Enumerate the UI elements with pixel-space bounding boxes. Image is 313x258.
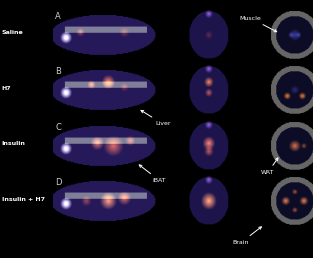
Text: WAT: WAT bbox=[261, 158, 278, 175]
Text: Liver: Liver bbox=[141, 110, 171, 126]
Text: Muscle: Muscle bbox=[239, 15, 277, 32]
Text: Insulin: Insulin bbox=[2, 141, 25, 146]
Text: H7: H7 bbox=[2, 86, 11, 91]
Text: iBAT: iBAT bbox=[139, 165, 167, 183]
Text: Saline: Saline bbox=[2, 30, 23, 35]
Text: Insulin + H7: Insulin + H7 bbox=[2, 197, 44, 202]
Text: Brain: Brain bbox=[233, 227, 261, 245]
Text: A: A bbox=[55, 12, 61, 21]
Text: D: D bbox=[55, 178, 62, 187]
Text: C: C bbox=[55, 123, 61, 132]
Text: B: B bbox=[55, 67, 61, 76]
